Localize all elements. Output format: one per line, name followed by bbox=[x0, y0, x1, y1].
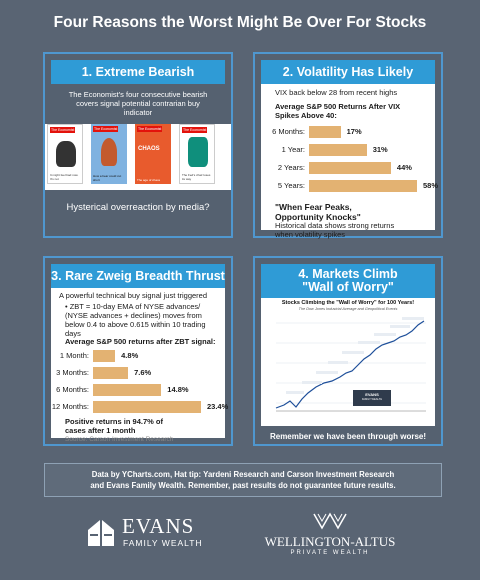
bar-row: 12 Months: 23.4% bbox=[52, 401, 228, 413]
panel-heading-line2: "Wall of Worry" bbox=[302, 280, 394, 294]
panel-intro: The Economist's four consecutive bearish… bbox=[68, 90, 208, 117]
bar-row: 3 Months: 7.6% bbox=[56, 367, 151, 379]
chart-title: Average S&P 500 returns after ZBT signal… bbox=[65, 337, 216, 346]
cover-caption: It might feel bad now. It's not bbox=[50, 173, 79, 181]
panel-body: A powerful technical buy signal just tri… bbox=[51, 288, 228, 443]
chart-title: Average S&P 500 Returns After VIX Spikes… bbox=[275, 102, 401, 120]
bar bbox=[93, 367, 129, 379]
economist-cover-1: The Economist It might feel bad now. It'… bbox=[47, 124, 83, 184]
panel-heading: 4. Markets Climb "Wall of Worry" bbox=[261, 264, 435, 298]
panel-wall-of-worry: 4. Markets Climb "Wall of Worry" Stocks … bbox=[253, 256, 443, 446]
quote: "When Fear Peaks, Opportunity Knocks" bbox=[275, 202, 361, 222]
bar-category-label: 6 Months: bbox=[272, 127, 305, 136]
wellington-logo-sub: PRIVATE WEALTH bbox=[290, 550, 370, 556]
bar bbox=[309, 144, 367, 156]
panel-volatility: 2. Volatility Has Likely Peaked VIX back… bbox=[253, 52, 443, 238]
footer-line-1: Data by YCharts.com, Hat tip: Yardeni Re… bbox=[91, 470, 395, 479]
panel-caption: Remember we have been through worse! bbox=[269, 432, 427, 441]
evans-logo-sub: FAMILY WEALTH bbox=[123, 538, 203, 548]
bar-category-label: 1 Month: bbox=[59, 351, 89, 360]
cover-caption: The Fed's chair loses its way bbox=[182, 173, 211, 181]
panel-bearish-sentiment: 1. Extreme Bearish Sentiment The Economi… bbox=[43, 52, 233, 238]
bar-value-label: 4.8% bbox=[121, 351, 139, 360]
bar bbox=[309, 126, 341, 138]
eagle-icon bbox=[56, 141, 76, 167]
covers-strip: The Economist It might feel bad now. It'… bbox=[45, 124, 231, 190]
bar-category-label: 2 Years: bbox=[277, 163, 305, 172]
positive-returns-note: Positive returns in 94.7% of cases after… bbox=[65, 417, 163, 435]
dow-line-plot bbox=[275, 317, 426, 412]
economist-cover-2: The Economist How a bear could cut short bbox=[91, 124, 127, 184]
dow-series-line bbox=[275, 320, 425, 409]
bar-category-label: 3 Months: bbox=[56, 368, 89, 377]
evans-watermark-sub: FAMILY WEALTH bbox=[361, 397, 383, 401]
evans-logo-icon bbox=[88, 520, 114, 546]
wellington-logo-icon bbox=[313, 512, 347, 530]
bar-value-label: 14.8% bbox=[167, 385, 189, 394]
cover-caption: How a bear could cut short bbox=[93, 174, 122, 182]
bar-row: 1 Month: 4.8% bbox=[60, 350, 138, 362]
panel-zweig: 3. Rare Zweig Breadth Thrust A powerful … bbox=[43, 256, 233, 446]
note: Historical data shows strong returns whe… bbox=[275, 221, 395, 239]
bar-category-label: 12 Months: bbox=[51, 402, 89, 411]
economist-cover-3: The Economist CHAOS The age of chaos bbox=[135, 124, 171, 184]
bar-row: 1 Year: 31% bbox=[282, 144, 388, 156]
panel-heading: 2. Volatility Has Likely Peaked bbox=[261, 60, 435, 103]
economist-logo: The Economist bbox=[93, 126, 119, 132]
panel-body: The Economist's four consecutive bearish… bbox=[45, 84, 231, 230]
bar-value-label: 7.6% bbox=[134, 368, 152, 377]
vix-returns-chart: 6 Months: 17% 1 Year: 31% 2 Years: 44% 5 Years… bbox=[272, 126, 438, 196]
zbt-definition: • ZBT = 10-day EMA of NYSE advances/ (NY… bbox=[65, 302, 206, 338]
bar bbox=[309, 162, 391, 174]
bar-row: 6 Months: 14.8% bbox=[56, 384, 189, 396]
bar bbox=[93, 401, 201, 413]
dow-history-chart: Stocks Climbing the "Wall of Worry" for … bbox=[261, 298, 435, 426]
bar-row: 2 Years: 44% bbox=[278, 162, 412, 174]
chart-title: Stocks Climbing the "Wall of Worry" for … bbox=[281, 300, 415, 306]
bar bbox=[93, 350, 116, 362]
economist-logo: The Economist bbox=[182, 127, 208, 133]
bar-value-label: 44% bbox=[396, 163, 412, 172]
panel-heading: 1. Extreme Bearish Sentiment bbox=[51, 60, 225, 103]
bar-row: 6 Months: 17% bbox=[272, 126, 362, 138]
cover-caption: The age of chaos bbox=[137, 177, 161, 182]
panel-body: Stocks Climbing the "Wall of Worry" for … bbox=[261, 298, 435, 441]
panel-heading-line1: 4. Markets Climb bbox=[298, 267, 398, 281]
evans-logo-name: EVANS bbox=[122, 514, 195, 538]
footer-disclaimer: Data by YCharts.com, Hat tip: Yardeni Re… bbox=[44, 463, 442, 497]
bar bbox=[309, 180, 417, 192]
evans-watermark: EVANS FAMILY WEALTH bbox=[353, 390, 391, 406]
chaos-headline: CHAOS bbox=[138, 146, 160, 152]
economist-logo: The Economist bbox=[50, 127, 76, 133]
bar-row: 5 Years: 58% bbox=[278, 180, 438, 192]
footer-line-2: and Evans Family Wealth. Remember, past … bbox=[90, 481, 396, 490]
wellington-altus-logo: WELLINGTON-ALTUS PRIVATE WEALTH bbox=[250, 510, 410, 570]
chart-subtitle: The Dow Jones Industrial Average and Geo… bbox=[298, 307, 398, 311]
panel-caption: Hysterical overreaction by media? bbox=[66, 202, 210, 213]
panel-body: VIX back below 28 from recent highs Aver… bbox=[261, 84, 438, 238]
panel-intro: VIX back below 28 from recent highs bbox=[275, 88, 398, 97]
bar bbox=[93, 384, 162, 396]
wellington-logo-name: WELLINGTON-ALTUS bbox=[264, 534, 396, 549]
bar-category-label: 5 Years: bbox=[277, 181, 305, 190]
event-annotations bbox=[286, 317, 424, 394]
falling-figure-icon bbox=[188, 137, 208, 167]
bar-value-label: 58% bbox=[423, 181, 439, 190]
evans-watermark-text: EVANS bbox=[365, 392, 379, 397]
bar-category-label: 1 Year: bbox=[281, 145, 305, 154]
source-note: Source: Carson Investment Research bbox=[65, 436, 174, 443]
bar-value-label: 17% bbox=[346, 127, 362, 136]
panel-heading: 3. Rare Zweig Breadth Thrust bbox=[51, 264, 225, 288]
evans-family-wealth-logo: EVANS FAMILY WEALTH bbox=[86, 514, 226, 554]
scream-figure-icon bbox=[101, 138, 117, 166]
bar-value-label: 31% bbox=[372, 145, 388, 154]
bar-value-label: 23.4% bbox=[207, 402, 229, 411]
panel-intro: A powerful technical buy signal just tri… bbox=[59, 291, 208, 300]
page-title: Four Reasons the Worst Might Be Over For… bbox=[53, 14, 427, 31]
economist-logo: The Economist bbox=[137, 126, 163, 132]
bar-category-label: 6 Months: bbox=[56, 385, 89, 394]
zbt-returns-chart: 1 Month: 4.8% 3 Months: 7.6% 6 Months: 14.8% 1… bbox=[52, 350, 228, 414]
economist-cover-4: The Economist The Fed's chair loses its … bbox=[179, 124, 215, 184]
